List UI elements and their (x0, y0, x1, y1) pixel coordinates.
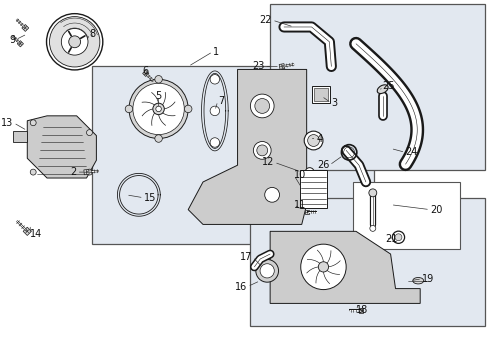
Circle shape (256, 260, 278, 282)
Circle shape (304, 131, 323, 150)
Ellipse shape (413, 278, 424, 284)
Text: 3: 3 (331, 98, 338, 108)
Circle shape (129, 79, 188, 139)
Circle shape (253, 141, 271, 159)
Circle shape (155, 76, 162, 83)
Text: 5: 5 (155, 91, 162, 101)
Circle shape (260, 264, 274, 278)
Bar (300, 170, 327, 208)
Circle shape (318, 262, 329, 272)
Circle shape (301, 244, 346, 289)
Text: 25: 25 (383, 81, 395, 91)
Text: 21: 21 (386, 234, 398, 244)
Circle shape (87, 130, 93, 136)
Text: 10: 10 (294, 170, 306, 180)
Text: 16: 16 (235, 282, 247, 292)
Circle shape (30, 169, 36, 175)
Text: 18: 18 (356, 305, 368, 315)
Text: 11: 11 (294, 200, 306, 210)
Circle shape (257, 145, 268, 156)
Circle shape (265, 188, 279, 202)
Text: 12: 12 (262, 157, 274, 167)
Text: 24: 24 (405, 147, 418, 157)
Circle shape (155, 135, 162, 142)
Circle shape (392, 231, 405, 243)
Polygon shape (279, 64, 285, 69)
Text: 15: 15 (144, 193, 156, 203)
Circle shape (210, 75, 220, 84)
Text: 14: 14 (30, 229, 43, 239)
Bar (353, 182, 460, 249)
Circle shape (47, 14, 103, 70)
Circle shape (308, 135, 319, 147)
Circle shape (250, 94, 274, 118)
Circle shape (153, 103, 164, 114)
Circle shape (69, 36, 80, 48)
Polygon shape (17, 41, 24, 47)
Polygon shape (23, 227, 31, 235)
Bar (270, 4, 486, 170)
Text: 8: 8 (90, 29, 96, 39)
Polygon shape (13, 131, 27, 143)
Circle shape (61, 28, 88, 55)
Circle shape (87, 169, 93, 175)
Polygon shape (27, 116, 97, 178)
Circle shape (30, 120, 36, 126)
Text: 7: 7 (218, 96, 224, 106)
Text: 6: 6 (143, 66, 148, 76)
Text: 2: 2 (71, 167, 76, 177)
Text: 13: 13 (1, 118, 13, 128)
Text: 1: 1 (213, 47, 219, 57)
Text: 17: 17 (240, 252, 252, 262)
Polygon shape (22, 24, 29, 31)
Polygon shape (270, 231, 420, 303)
Circle shape (184, 105, 192, 113)
Circle shape (125, 105, 133, 113)
Text: 23: 23 (252, 62, 264, 72)
Polygon shape (359, 308, 363, 313)
Circle shape (305, 180, 314, 189)
Circle shape (370, 225, 376, 231)
Text: 26: 26 (317, 160, 329, 170)
Circle shape (255, 99, 270, 113)
Bar (93, 67, 374, 244)
Text: 9: 9 (9, 35, 15, 45)
Circle shape (133, 83, 184, 135)
Circle shape (395, 234, 402, 241)
Polygon shape (305, 210, 309, 213)
Bar (312, 86, 330, 103)
Text: 4: 4 (317, 134, 322, 144)
Polygon shape (143, 70, 149, 76)
Circle shape (210, 138, 220, 147)
Circle shape (305, 168, 314, 176)
Text: 20: 20 (430, 204, 442, 215)
Circle shape (369, 189, 377, 197)
Text: 22: 22 (260, 15, 272, 25)
Polygon shape (188, 69, 307, 224)
Bar (250, 198, 486, 326)
Circle shape (49, 17, 100, 67)
Ellipse shape (377, 85, 388, 94)
Polygon shape (84, 170, 89, 175)
Circle shape (156, 106, 161, 112)
Circle shape (210, 106, 220, 116)
Text: 19: 19 (422, 274, 435, 284)
Bar (314, 88, 328, 100)
